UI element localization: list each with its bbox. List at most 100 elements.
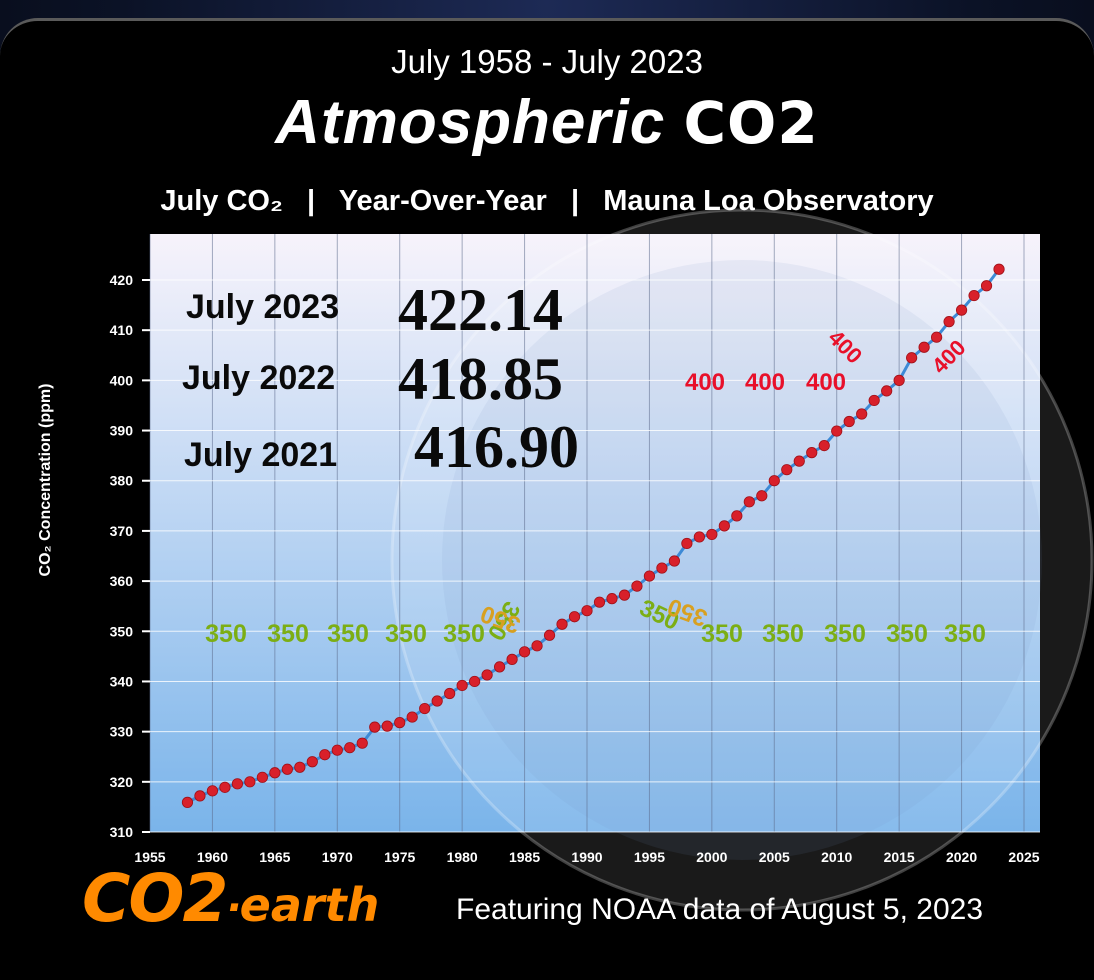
data-point xyxy=(768,475,780,487)
x-tick-label: 1995 xyxy=(634,849,665,865)
y-axis-label: CO₂ Concentration (ppm) xyxy=(37,384,54,577)
x-tick-label: 2000 xyxy=(696,849,727,865)
data-point xyxy=(681,537,693,550)
highlight-label: July 2021 xyxy=(184,436,337,474)
y-tick-label: 320 xyxy=(110,774,134,790)
data-point xyxy=(831,425,843,437)
data-point xyxy=(481,669,493,681)
annotation-350: 350 xyxy=(443,620,485,648)
x-tick-label: 1985 xyxy=(509,849,540,865)
data-point xyxy=(668,555,681,567)
x-tick-label: 2025 xyxy=(1008,849,1039,865)
annotation-350: 350 xyxy=(327,620,369,648)
data-point xyxy=(469,675,481,688)
globe-inner xyxy=(442,260,1042,860)
logo-earth: earth xyxy=(239,878,380,932)
y-tick-label: 410 xyxy=(110,322,134,338)
annotation-350: 350 xyxy=(267,620,309,648)
x-tick-label: 2010 xyxy=(821,849,852,865)
data-point xyxy=(369,721,381,733)
data-point xyxy=(344,742,356,754)
data-point xyxy=(881,385,893,397)
data-point xyxy=(606,593,618,605)
x-tick-label: 1975 xyxy=(384,849,415,865)
data-point xyxy=(294,761,306,773)
y-tick-label: 340 xyxy=(110,673,134,689)
data-point xyxy=(781,464,793,476)
annotation-350: 350 xyxy=(762,620,804,648)
highlight-label: July 2023 xyxy=(186,288,339,326)
data-point xyxy=(806,447,818,459)
x-tick-label: 1965 xyxy=(259,849,290,865)
x-tick-label: 1970 xyxy=(322,849,353,865)
data-point xyxy=(281,763,293,775)
data-point xyxy=(518,646,531,658)
globe-watermark xyxy=(390,208,1094,912)
data-point xyxy=(531,640,543,652)
data-point xyxy=(181,796,194,808)
data-point xyxy=(506,653,518,665)
y-tick-label: 360 xyxy=(110,573,134,589)
data-point xyxy=(319,749,331,761)
footer-note: Featuring NOAA data of August 5, 2023 xyxy=(456,893,984,926)
x-tick-label: 1990 xyxy=(571,849,602,865)
data-point xyxy=(256,771,268,783)
y-tick-label: 390 xyxy=(110,423,134,439)
period-label: July 1958 - July 2023 xyxy=(391,43,703,80)
grid xyxy=(149,234,1040,833)
data-point xyxy=(793,455,805,467)
data-point xyxy=(818,439,830,452)
annotation-400: 400 xyxy=(685,369,725,396)
highlight-value: 422.14 xyxy=(398,277,563,343)
data-point xyxy=(581,605,593,617)
highlights: July 2023 422.14 July 2022 418.85 July 2021 4… xyxy=(182,277,579,480)
x-tick-label: 2005 xyxy=(759,849,790,865)
data-point xyxy=(631,580,643,592)
data-point xyxy=(206,785,219,797)
y-tick-label: 400 xyxy=(110,372,134,388)
data-point xyxy=(381,720,393,732)
y-tick-label: 380 xyxy=(110,473,134,489)
highlight-label: July 2022 xyxy=(182,359,335,397)
data-point xyxy=(431,695,443,707)
annotation-350: 350 xyxy=(824,620,866,648)
y-tick-label: 330 xyxy=(110,724,134,740)
y-tick-label: 350 xyxy=(110,623,134,639)
data-point xyxy=(868,394,880,407)
data-point xyxy=(930,331,943,343)
logo-co2: CO2 xyxy=(82,860,228,937)
data-point xyxy=(693,531,705,543)
data-point xyxy=(194,790,206,802)
logo-dot: · xyxy=(226,885,241,931)
annotation-400: 400 xyxy=(745,369,785,396)
highlight-value: 416.90 xyxy=(414,414,579,480)
data-point xyxy=(219,781,231,793)
data-point xyxy=(906,352,918,364)
data-point xyxy=(244,776,256,788)
annotation-350: 350 xyxy=(701,620,743,648)
annotation-400: 400 xyxy=(806,369,846,396)
x-tick-label: 2020 xyxy=(946,849,977,865)
data-point xyxy=(306,756,318,768)
data-point xyxy=(980,280,993,292)
x-tick-label: 2015 xyxy=(884,849,915,865)
data-point xyxy=(493,661,506,673)
x-tick-label: 1955 xyxy=(134,849,165,865)
data-point xyxy=(543,629,556,641)
data-point xyxy=(718,520,730,532)
title-co2: CO2 xyxy=(683,89,819,157)
y-tick-label: 310 xyxy=(110,824,134,840)
highlight-value: 418.85 xyxy=(398,346,563,412)
annotation-350: 350 xyxy=(385,620,427,648)
data-point xyxy=(556,618,568,630)
data-point xyxy=(893,374,905,386)
data-point xyxy=(394,717,406,729)
data-point xyxy=(231,778,243,790)
chart-title: Atmospheric CO2 xyxy=(0,87,1094,158)
data-point xyxy=(756,490,768,502)
data-point xyxy=(656,562,668,574)
x-tick-label: 1980 xyxy=(447,849,478,865)
data-point xyxy=(356,737,368,749)
data-point xyxy=(331,744,343,756)
